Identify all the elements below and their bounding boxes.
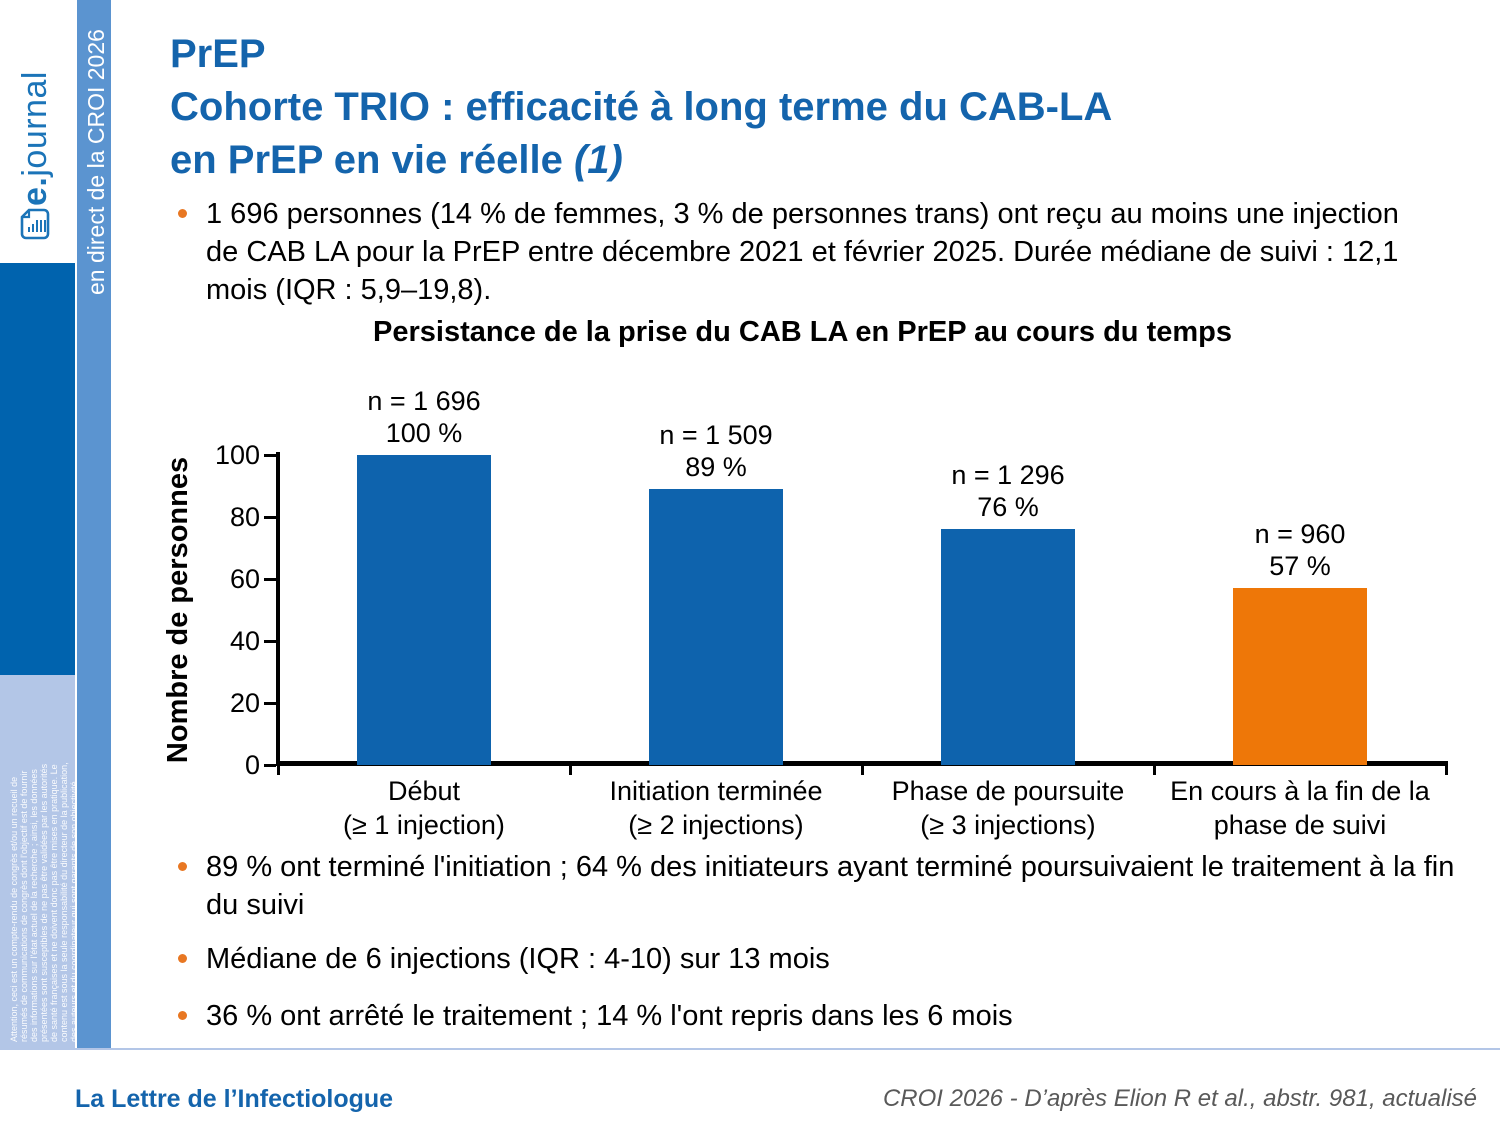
y-tick-label: 60 (229, 564, 260, 594)
event-banner-text: en direct de la CROI 2026 (83, 29, 109, 295)
chart-bar (941, 529, 1075, 765)
y-tick-mark (264, 764, 276, 767)
y-tick-label: 80 (229, 502, 260, 532)
ejournal-logo-e: e. (16, 176, 54, 206)
bar-value-label: n = 1 696 100 % (278, 385, 570, 449)
bar-value-line: n = 960 (1254, 519, 1346, 550)
x-category-line: (≥ 3 injections) (920, 810, 1096, 840)
bar-value-line: 89 % (685, 452, 747, 483)
intro-bullet: 1 696 personnes (14 % de femmes, 3 % de … (178, 195, 1436, 309)
title-line-3-text: en PrEP en vie réelle (170, 138, 563, 182)
journal-name: La Lettre de l’Infectiologue (75, 1085, 394, 1113)
bar-value-line: n = 1 509 (659, 420, 773, 451)
bullet-initiation: 89 % ont terminé l'initiation ; 64 % des… (178, 848, 1456, 924)
chart-bar (649, 489, 783, 765)
sidebar-dark-panel (0, 263, 75, 675)
x-category-label: En cours à la fin de la phase de suivi (1154, 774, 1446, 842)
x-tick-mark (277, 766, 280, 775)
source-reference: CROI 2026 - D’après Elion R et al., abst… (882, 1085, 1477, 1112)
disclaimer-panel (0, 675, 75, 1048)
x-category-label: Début (≥ 1 injection) (278, 774, 570, 842)
title-line-2: Cohorte TRIO : efficacité à long terme d… (170, 85, 1113, 129)
bar-value-line: n = 1 696 (367, 386, 481, 416)
y-tick-mark (264, 702, 276, 705)
bar-value-label: n = 960 57 % (1154, 518, 1446, 582)
y-axis-line (276, 452, 280, 765)
x-category-line: Début (387, 776, 461, 806)
title-line-1: PrEP (170, 32, 266, 76)
y-tick-label: 40 (229, 626, 260, 656)
bar-value-line: n = 1 296 (951, 460, 1065, 491)
y-tick-mark (264, 640, 276, 643)
bar-value-label: n = 1 509 89 % (570, 419, 862, 483)
title-slide-number: (1) (573, 138, 623, 182)
x-category-line: (≥ 2 injections) (628, 810, 804, 840)
x-category-label: Initiation terminée (≥ 2 injections) (570, 774, 862, 842)
bullet-arret: 36 % ont arrêté le traitement ; 14 % l'o… (178, 997, 1456, 1035)
title-line-3: en PrEP en vie réelle (1) (170, 134, 1112, 187)
x-category-label: Phase de poursuite (≥ 3 injections) (862, 774, 1154, 842)
x-tick-mark (861, 766, 864, 775)
x-category-line: phase de suivi (1213, 810, 1387, 840)
x-tick-mark (569, 766, 572, 775)
x-axis-line (276, 761, 1448, 766)
x-tick-mark (1445, 766, 1448, 775)
bar-value-label: n = 1 296 76 % (862, 459, 1154, 523)
chart-title: Persistance de la prise du CAB LA en PrE… (373, 316, 1232, 348)
y-tick-mark (264, 454, 276, 457)
ejournal-logo: e.journal (16, 21, 55, 206)
footer-divider (0, 1048, 1500, 1050)
page-title: PrEP Cohorte TRIO : efficacité à long te… (170, 28, 1112, 187)
event-banner-strip (77, 0, 111, 1048)
y-tick-label: 0 (244, 750, 260, 780)
y-tick-label: 20 (229, 688, 260, 718)
chart-bar (1233, 588, 1367, 765)
x-category-line: Initiation terminée (609, 776, 823, 806)
y-tick-mark (264, 516, 276, 519)
x-category-line: Phase de poursuite (891, 776, 1125, 806)
y-tick-mark (264, 578, 276, 581)
bar-value-line: 100 % (385, 418, 463, 448)
bullet-mediane: Médiane de 6 injections (IQR : 4-10) sur… (178, 940, 1456, 978)
x-tick-mark (1153, 766, 1156, 775)
journal-icon (20, 208, 50, 240)
ejournal-logo-rest: journal (16, 71, 54, 177)
x-category-line: (≥ 1 injection) (343, 810, 505, 840)
y-tick-label: 100 (214, 440, 260, 470)
x-category-line: En cours à la fin de la (1170, 776, 1430, 806)
chart-bar (357, 455, 491, 765)
bar-value-line: 76 % (977, 492, 1039, 523)
bar-value-line: 57 % (1269, 551, 1331, 582)
disclaimer-text: Attention, ceci est un compte-rendu de c… (9, 762, 79, 1042)
